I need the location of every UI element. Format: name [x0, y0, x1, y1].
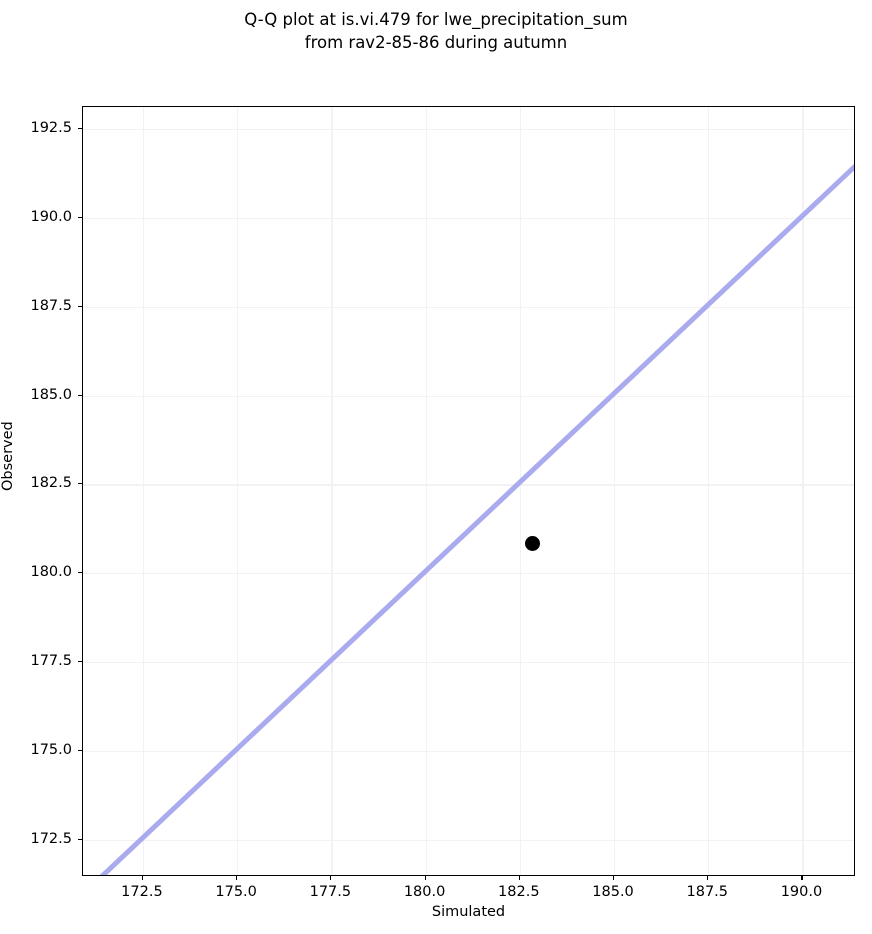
- tick-mark-y: [78, 216, 82, 218]
- y-tick-label: 182.5: [30, 475, 72, 492]
- page-title: Q-Q plot at is.vi.479 for lwe_precipitat…: [244, 10, 628, 52]
- tick-mark-y: [78, 661, 82, 663]
- plot-area: [82, 106, 855, 876]
- tick-mark-y: [78, 749, 82, 751]
- tick-mark-x: [707, 876, 709, 880]
- y-tick-label: 177.5: [30, 653, 72, 670]
- gridline-vertical: [519, 107, 521, 875]
- gridline-horizontal: [83, 484, 854, 486]
- x-tick-label: 172.5: [121, 884, 163, 900]
- y-tick-label: 175.0: [30, 741, 72, 758]
- x-tick-label: 190.0: [780, 884, 823, 900]
- tick-mark-x: [330, 876, 332, 880]
- gridline-vertical: [331, 107, 333, 875]
- identity-line: [83, 107, 854, 875]
- gridline-horizontal: [83, 395, 854, 397]
- tick-mark-x: [613, 876, 615, 880]
- tick-mark-y: [78, 572, 82, 574]
- y-tick-label: 190.0: [30, 208, 72, 225]
- gridline-vertical: [708, 107, 710, 875]
- gridline-vertical: [802, 107, 804, 875]
- x-tick-label: 185.0: [592, 884, 634, 900]
- gridline-vertical: [142, 107, 145, 875]
- y-axis-label: Observed: [0, 421, 16, 491]
- tick-mark-y: [78, 305, 82, 307]
- y-tick-label: 172.5: [30, 830, 72, 847]
- gridline-vertical: [425, 107, 427, 875]
- y-tick-label: 187.5: [30, 297, 72, 314]
- y-tick-label: 192.5: [30, 120, 72, 137]
- tick-mark-y: [78, 483, 82, 485]
- gridline-vertical: [614, 107, 616, 875]
- tick-mark-y: [78, 128, 82, 130]
- x-tick-label: 180.0: [403, 884, 446, 900]
- x-tick-label: 182.5: [498, 884, 540, 900]
- gridline-horizontal: [83, 217, 854, 220]
- gridline-horizontal: [83, 662, 854, 664]
- gridline-horizontal: [83, 750, 854, 753]
- x-axis-label: Simulated: [431, 904, 506, 920]
- gridline-horizontal: [83, 129, 854, 131]
- x-tick-label: 187.5: [686, 884, 729, 900]
- x-tick-label: 175.0: [215, 884, 257, 900]
- x-tick-label: 177.5: [309, 884, 352, 900]
- tick-mark-y: [78, 394, 82, 396]
- gridline-vertical: [237, 107, 239, 875]
- tick-mark-x: [801, 876, 803, 880]
- tick-mark-x: [424, 876, 426, 880]
- gridline-horizontal: [83, 306, 854, 308]
- tick-mark-y: [78, 838, 82, 840]
- data-point: [524, 535, 540, 551]
- tick-mark-x: [141, 876, 144, 880]
- y-tick-label: 180.0: [30, 564, 72, 581]
- tick-mark-x: [236, 876, 238, 880]
- gridline-horizontal: [83, 839, 854, 841]
- tick-mark-x: [518, 876, 520, 880]
- gridline-horizontal: [83, 573, 854, 575]
- y-tick-label: 185.0: [30, 386, 72, 403]
